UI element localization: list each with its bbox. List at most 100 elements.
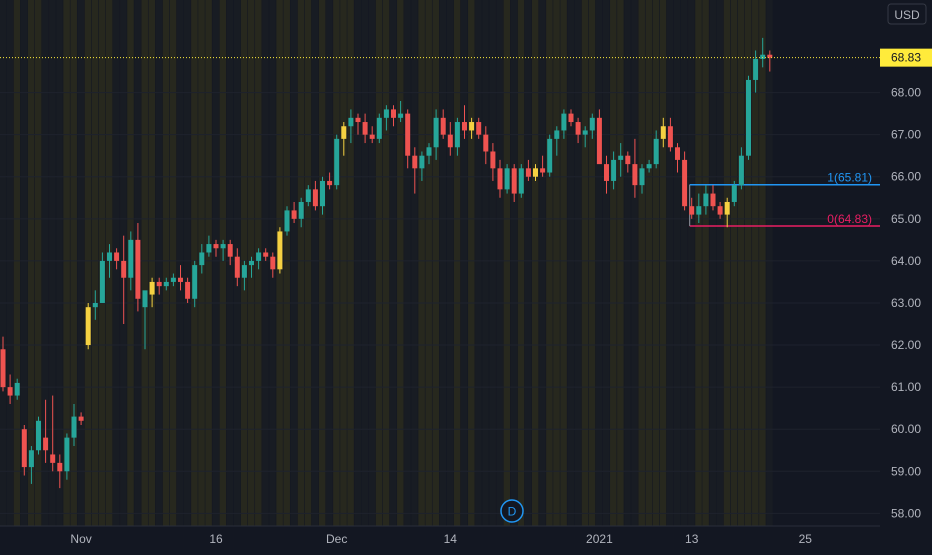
- candle[interactable]: [263, 248, 269, 261]
- candle[interactable]: [128, 231, 134, 291]
- candle[interactable]: [142, 290, 148, 350]
- candle[interactable]: [554, 126, 560, 156]
- candle[interactable]: [369, 126, 375, 144]
- candle[interactable]: [227, 239, 233, 266]
- candle[interactable]: [717, 201, 723, 219]
- candle[interactable]: [57, 454, 63, 489]
- candle[interactable]: [7, 374, 13, 404]
- candle[interactable]: [327, 172, 333, 190]
- candle[interactable]: [476, 117, 482, 139]
- candle[interactable]: [405, 109, 411, 169]
- candle[interactable]: [575, 117, 581, 144]
- candle[interactable]: [689, 197, 695, 219]
- candle[interactable]: [738, 147, 744, 190]
- candle[interactable]: [518, 164, 524, 198]
- candle[interactable]: [675, 143, 680, 173]
- candle[interactable]: [85, 302, 91, 350]
- currency-label[interactable]: USD: [887, 3, 927, 25]
- candle[interactable]: [291, 201, 297, 224]
- price-axis[interactable]: [880, 0, 932, 550]
- candle[interactable]: [426, 143, 432, 165]
- candle[interactable]: [220, 239, 226, 261]
- candle[interactable]: [440, 109, 446, 139]
- candle[interactable]: [561, 109, 567, 139]
- candle[interactable]: [234, 248, 240, 287]
- candle[interactable]: [149, 277, 155, 308]
- candle[interactable]: [639, 164, 645, 194]
- interval-badge[interactable]: D: [500, 499, 524, 523]
- candle[interactable]: [305, 185, 311, 207]
- candle[interactable]: [767, 50, 773, 72]
- candle[interactable]: [64, 433, 70, 480]
- candle[interactable]: [14, 378, 20, 400]
- candle[interactable]: [433, 109, 439, 160]
- candle[interactable]: [568, 109, 574, 127]
- candle[interactable]: [92, 290, 98, 320]
- candle[interactable]: [156, 277, 162, 295]
- candle[interactable]: [611, 151, 617, 190]
- candle[interactable]: [348, 109, 354, 144]
- candle[interactable]: [596, 109, 602, 165]
- candle[interactable]: [99, 252, 105, 303]
- candle[interactable]: [178, 265, 183, 291]
- candle[interactable]: [419, 151, 425, 181]
- candle[interactable]: [78, 412, 84, 426]
- candle[interactable]: [334, 134, 340, 190]
- candle[interactable]: [511, 164, 517, 202]
- candle[interactable]: [241, 260, 247, 291]
- candle[interactable]: [483, 126, 489, 165]
- candle[interactable]: [760, 37, 766, 68]
- candle[interactable]: [21, 425, 27, 476]
- candle[interactable]: [28, 446, 34, 484]
- candle[interactable]: [270, 252, 276, 278]
- candle[interactable]: [504, 164, 510, 194]
- candle[interactable]: [185, 277, 191, 303]
- candle[interactable]: [724, 197, 730, 228]
- candle[interactable]: [256, 248, 262, 270]
- candle[interactable]: [376, 113, 382, 144]
- candle[interactable]: [653, 130, 659, 169]
- candle[interactable]: [589, 113, 595, 139]
- candle[interactable]: [391, 105, 396, 127]
- candle[interactable]: [696, 193, 702, 224]
- candle[interactable]: [71, 403, 77, 447]
- candle[interactable]: [36, 416, 41, 455]
- candle[interactable]: [284, 206, 290, 236]
- candle[interactable]: [50, 395, 56, 472]
- candle[interactable]: [462, 105, 467, 139]
- candle[interactable]: [682, 151, 688, 211]
- candle[interactable]: [447, 122, 453, 156]
- candle[interactable]: [114, 248, 120, 270]
- candle[interactable]: [746, 75, 751, 160]
- candle[interactable]: [355, 113, 361, 135]
- candle[interactable]: [618, 143, 624, 177]
- candle[interactable]: [383, 105, 389, 131]
- candle[interactable]: [646, 159, 652, 173]
- candle[interactable]: [163, 277, 169, 291]
- candle[interactable]: [277, 227, 283, 274]
- candle[interactable]: [533, 164, 538, 181]
- candle[interactable]: [667, 117, 673, 152]
- candle[interactable]: [135, 223, 141, 312]
- candle[interactable]: [398, 100, 404, 123]
- candle[interactable]: [121, 235, 127, 325]
- candle[interactable]: [43, 399, 49, 463]
- candle[interactable]: [469, 117, 475, 139]
- candle[interactable]: [412, 147, 418, 194]
- candle[interactable]: [213, 239, 219, 257]
- candle[interactable]: [490, 143, 496, 181]
- candle[interactable]: [710, 185, 716, 211]
- candle[interactable]: [206, 235, 212, 257]
- candle[interactable]: [362, 113, 368, 144]
- candle[interactable]: [320, 176, 325, 215]
- candle[interactable]: [107, 244, 112, 278]
- candle[interactable]: [753, 50, 759, 93]
- candle[interactable]: [582, 126, 588, 148]
- candle[interactable]: [547, 134, 553, 177]
- candle[interactable]: [298, 197, 304, 228]
- candle[interactable]: [632, 138, 638, 198]
- candle[interactable]: [497, 159, 503, 198]
- candle[interactable]: [454, 117, 460, 156]
